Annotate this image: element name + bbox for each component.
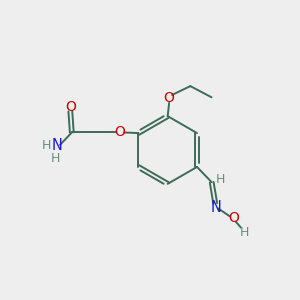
Text: O: O <box>228 211 239 225</box>
Text: H: H <box>240 226 249 239</box>
Text: H: H <box>42 139 51 152</box>
Text: H: H <box>216 173 225 186</box>
Text: N: N <box>210 200 221 215</box>
Text: O: O <box>65 100 76 115</box>
Text: O: O <box>115 125 125 140</box>
Text: N: N <box>52 138 62 153</box>
Text: O: O <box>164 92 175 106</box>
Text: H: H <box>51 152 61 165</box>
